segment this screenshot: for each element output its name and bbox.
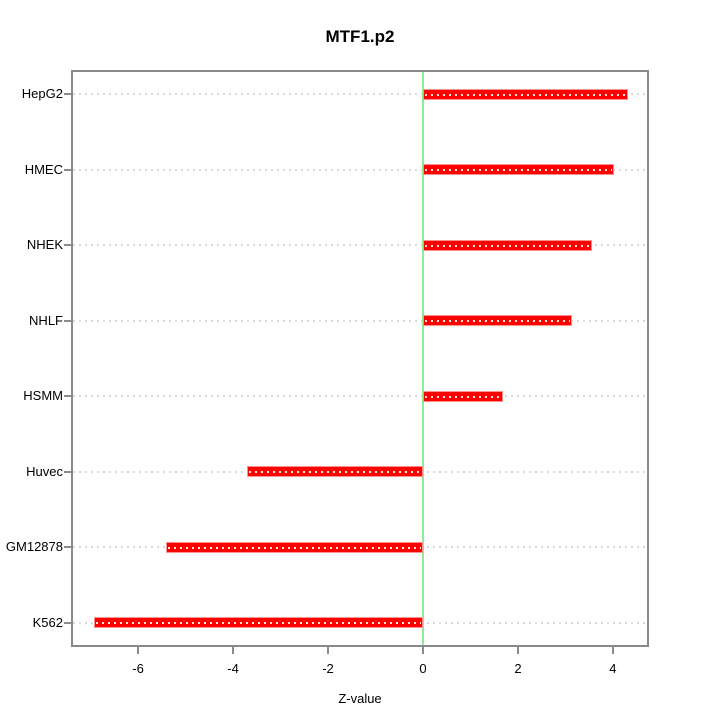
y-axis-label-nhek: NHEK xyxy=(26,237,63,253)
bar-k562 xyxy=(93,617,423,629)
chart-title: MTF1.p2 xyxy=(325,27,395,46)
x-axis-tick xyxy=(326,647,329,654)
category-gridline xyxy=(73,395,647,398)
y-axis-label-huvec: Huvec xyxy=(26,463,63,479)
x-axis-tick xyxy=(232,647,235,654)
y-axis-label-k562: K562 xyxy=(32,614,63,630)
y-axis-label-hmec: HMEC xyxy=(24,161,63,177)
bar-inner-dotted-line xyxy=(168,546,421,549)
x-axis-tick-label: -2 xyxy=(322,661,334,676)
x-axis-tick-label: 0 xyxy=(419,661,427,676)
category-gridline xyxy=(73,319,647,322)
y-axis-label-hsmm: HSMM xyxy=(23,388,63,404)
bar-nhlf xyxy=(422,315,573,327)
x-axis-tick-label: 4 xyxy=(609,661,617,676)
bar-inner-dotted-line xyxy=(248,471,421,474)
zero-reference-line xyxy=(421,72,424,645)
bar-inner-dotted-line xyxy=(424,244,590,247)
x-axis-tick-label: -6 xyxy=(132,661,144,676)
y-axis-tick xyxy=(64,244,71,247)
x-axis-tick xyxy=(137,647,140,654)
bar-hmec xyxy=(422,164,614,176)
category-gridline xyxy=(73,93,647,95)
plot-area xyxy=(71,70,649,647)
category-gridline xyxy=(73,168,647,171)
bar-hepg2 xyxy=(422,88,629,100)
bar-inner-dotted-line xyxy=(95,622,421,625)
y-axis-label-nhlf: NHLF xyxy=(29,312,63,328)
y-axis-tick xyxy=(64,93,71,95)
bar-inner-dotted-line xyxy=(424,395,501,398)
y-axis-tick xyxy=(64,470,71,473)
y-axis-tick xyxy=(64,621,71,624)
y-axis-tick xyxy=(64,546,71,549)
x-axis-tick xyxy=(516,647,519,654)
y-axis-label-hepg2: HepG2 xyxy=(21,86,63,101)
x-axis-tick-label: -4 xyxy=(227,661,239,676)
y-axis-label-gm12878: GM12878 xyxy=(5,539,63,555)
x-axis-tick xyxy=(421,647,424,654)
bar-huvec xyxy=(246,466,423,478)
bar-inner-dotted-line xyxy=(424,93,627,96)
bar-inner-dotted-line xyxy=(424,169,612,172)
y-axis-tick xyxy=(64,395,71,398)
y-axis-tick xyxy=(64,168,71,171)
x-axis-title: Z-value xyxy=(338,691,382,706)
bar-gm12878 xyxy=(166,541,423,553)
x-axis-tick xyxy=(611,647,614,654)
bar-nhek xyxy=(422,239,592,251)
x-axis-tick-label: 2 xyxy=(514,661,522,676)
bar-hsmm xyxy=(422,390,503,402)
y-axis-tick xyxy=(64,319,71,322)
category-gridline xyxy=(73,244,647,247)
bar-inner-dotted-line xyxy=(424,320,571,323)
